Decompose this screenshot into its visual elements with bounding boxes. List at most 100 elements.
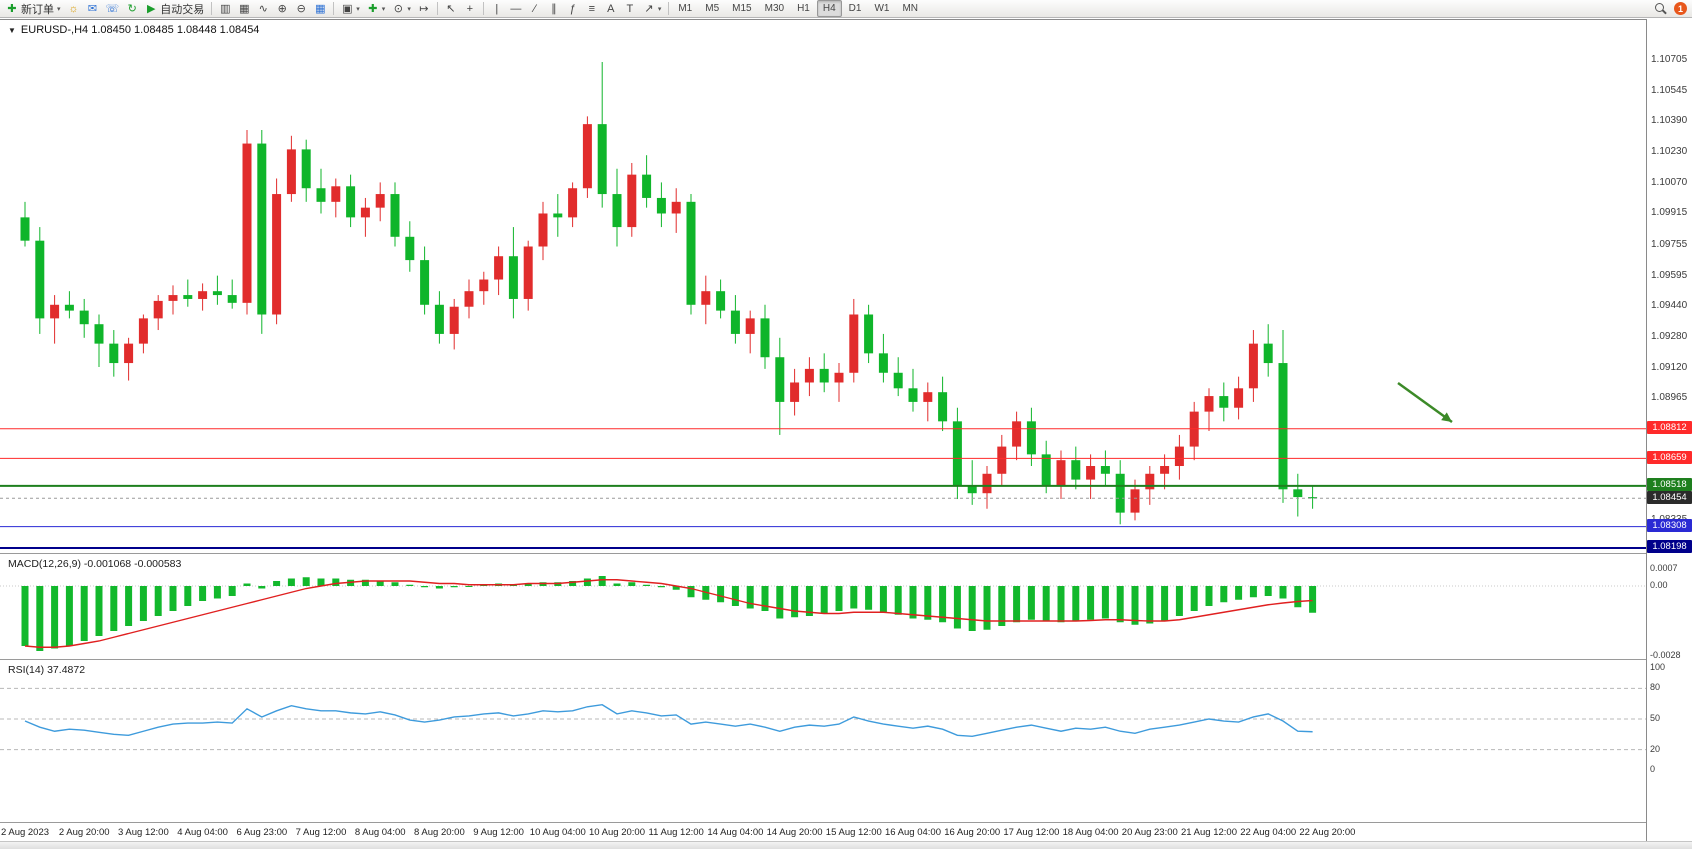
- time-label: 8 Aug 20:00: [414, 827, 465, 838]
- price-chart-panel[interactable]: ▼ EURUSD-,H4 1.08450 1.08485 1.08448 1.0…: [0, 19, 1692, 553]
- timeframe-h1[interactable]: H1: [797, 3, 810, 14]
- time-label: 11 Aug 12:00: [648, 827, 704, 838]
- candles-layer: [20, 61, 1318, 525]
- rsi-chart[interactable]: [0, 660, 1646, 822]
- cursor-tool-button[interactable]: ↖: [442, 1, 460, 17]
- price-scale-label: 1.09595: [1651, 269, 1688, 281]
- rsi-line: [24, 703, 1313, 738]
- timeframe-m15[interactable]: M15: [732, 3, 752, 14]
- toolbar-separator: [211, 2, 213, 15]
- auto-scroll-button[interactable]: ↦: [415, 1, 433, 17]
- horizontal-line-tool-button[interactable]: ―: [507, 1, 525, 17]
- support-line-blue-2-badge[interactable]: 1.08198: [1647, 540, 1692, 554]
- zoom-out-button[interactable]: ⊖: [292, 1, 310, 17]
- line-chart-mode-button[interactable]: ∿: [254, 1, 272, 17]
- new-chart-button[interactable]: ▣ ▾: [338, 1, 363, 17]
- time-label: 4 Aug 04:00: [177, 827, 228, 838]
- time-label: 2 Aug 2023: [0, 827, 50, 838]
- macd-scale-label: -0.0028: [1650, 650, 1681, 660]
- current-price-badge[interactable]: 1.08454: [1647, 490, 1692, 504]
- resistance-line-1-badge[interactable]: 1.08812: [1647, 421, 1692, 435]
- toolbar-separator: [333, 2, 335, 15]
- support-line-green-badge[interactable]: 1.08518: [1647, 478, 1692, 492]
- periods-button[interactable]: ⊙ ▾: [389, 1, 414, 17]
- auto-trading-icon: ▶: [147, 2, 156, 15]
- top-toolbar: ✚ 新订单 ▾ ☼ ✉ ☏ ↻ ▶ 自动交易 ▥ ▦ ∿ ⊕ ⊖ ▦ ▣ ▾ ✚ ▾ ⊙ ▾ ↦ ↖ + | ― ∕ ∥ ƒ ≡ A T ↗ ▾ …: [0, 0, 1692, 18]
- time-label: 21 Aug 12:00: [1181, 827, 1237, 838]
- down-arrow[interactable]: [1397, 381, 1453, 424]
- bottom-scroll-strip[interactable]: [0, 841, 1692, 849]
- search-icon[interactable]: [1655, 2, 1668, 15]
- chart-info-line: ▼ EURUSD-,H4 1.08450 1.08485 1.08448 1.0…: [8, 24, 259, 36]
- zoom-in-button[interactable]: ⊕: [273, 1, 291, 17]
- channel-tool-icon: ∥: [551, 2, 557, 15]
- candlestick-chart[interactable]: [0, 20, 1646, 554]
- price-scale-label: 1.10390: [1651, 115, 1688, 127]
- macd-scale-label: 0.0007: [1650, 562, 1678, 573]
- ideas-button[interactable]: ☼: [65, 1, 83, 17]
- timeframe-h4[interactable]: H4: [816, 0, 842, 17]
- timeframe-d1[interactable]: D1: [848, 3, 862, 14]
- one-click-trading-toggle[interactable]: ▼: [8, 25, 16, 35]
- time-axis[interactable]: 2 Aug 2023 2 Aug 20:00 3 Aug 12:00 4 Aug 04…: [0, 822, 1692, 841]
- levels-tool-button[interactable]: ≡: [583, 1, 601, 17]
- community-button[interactable]: ☏: [103, 1, 123, 17]
- toolbar-right-group: 1: [1655, 2, 1689, 15]
- indicators-button[interactable]: ✚ ▾: [364, 1, 389, 17]
- time-label: 10 Aug 20:00: [589, 827, 645, 838]
- time-label: 17 Aug 12:00: [1003, 827, 1060, 838]
- refresh-button[interactable]: ↻: [123, 1, 141, 17]
- crosshair-tool-button[interactable]: +: [461, 1, 479, 17]
- macd-label: MACD(12,26,9) -0.001068 -0.000583: [8, 558, 182, 570]
- time-label: 3 Aug 12:00: [118, 827, 169, 838]
- arrows-tool-button[interactable]: ↗ ▾: [640, 1, 665, 17]
- timeframe-m5[interactable]: M5: [705, 3, 720, 14]
- toolbar-separator: [436, 2, 438, 15]
- chat-button[interactable]: ✉: [84, 1, 102, 17]
- vertical-line-tool-button[interactable]: |: [488, 1, 506, 17]
- indicators-icon: ✚: [368, 2, 378, 15]
- tile-windows-button[interactable]: ▦: [311, 1, 329, 17]
- toolbar-separator: [482, 2, 484, 15]
- chat-icon: ✉: [87, 2, 98, 15]
- toolbar-separator: [668, 2, 670, 15]
- trendline-tool-button[interactable]: ∕: [526, 1, 544, 17]
- label-tool-button[interactable]: T: [621, 1, 639, 17]
- candlestick-mode-button[interactable]: ▦: [235, 1, 253, 17]
- notification-badge[interactable]: 1: [1674, 2, 1687, 15]
- new-order-button[interactable]: ✚ 新订单 ▾: [3, 1, 64, 17]
- auto-trading-button-label: 自动交易: [160, 3, 205, 16]
- time-label: 2 Aug 20:00: [58, 827, 110, 838]
- rsi-panel[interactable]: RSI(14) 37.4872: [0, 659, 1692, 822]
- time-label: 14 Aug 04:00: [707, 827, 764, 838]
- time-label: 8 Aug 04:00: [354, 827, 406, 838]
- resistance-line-2-badge[interactable]: 1.08659: [1647, 450, 1692, 464]
- channel-tool-button[interactable]: ∥: [545, 1, 563, 17]
- ideas-icon: ☼: [68, 2, 79, 15]
- macd-panel[interactable]: MACD(12,26,9) -0.001068 -0.000583: [0, 553, 1692, 659]
- symbol-ohlc-text: EURUSD-,H4 1.08450 1.08485 1.08448 1.084…: [20, 24, 260, 36]
- fibonacci-tool-button[interactable]: ƒ: [564, 1, 582, 17]
- price-axis[interactable]: 1.10705 1.10545 1.10390 1.10230 1.10070 1.099…: [1646, 19, 1692, 841]
- auto-scroll-icon: ↦: [419, 2, 429, 15]
- timeframe-group: M1 M5 M15 M30 H1 H4 D1 W1 MN: [672, 0, 924, 17]
- periods-icon: ⊙: [393, 2, 403, 15]
- price-scale-label: 1.10070: [1651, 177, 1688, 189]
- timeframe-mn[interactable]: MN: [902, 3, 919, 14]
- support-line-blue-1-badge[interactable]: 1.08308: [1647, 519, 1692, 533]
- bar-chart-mode-button[interactable]: ▥: [216, 1, 234, 17]
- timeframe-w1[interactable]: W1: [874, 3, 890, 14]
- zoom-in-icon: ⊕: [277, 2, 287, 15]
- timeframe-m30[interactable]: M30: [764, 3, 785, 14]
- new-chart-icon: ▣: [342, 2, 353, 15]
- auto-trading-button[interactable]: ▶ 自动交易: [142, 1, 207, 17]
- rsi-scale-label: 0: [1650, 764, 1656, 774]
- bar-chart-mode-icon: ▥: [220, 2, 231, 15]
- macd-scale-label: 0.00: [1650, 580, 1668, 590]
- time-label: 14 Aug 20:00: [766, 827, 823, 838]
- price-scale-label: 1.09440: [1651, 299, 1688, 311]
- text-tool-button[interactable]: A: [602, 1, 620, 17]
- macd-chart[interactable]: [0, 554, 1646, 659]
- tile-windows-icon: ▦: [315, 2, 326, 15]
- timeframe-m1[interactable]: M1: [678, 3, 693, 14]
